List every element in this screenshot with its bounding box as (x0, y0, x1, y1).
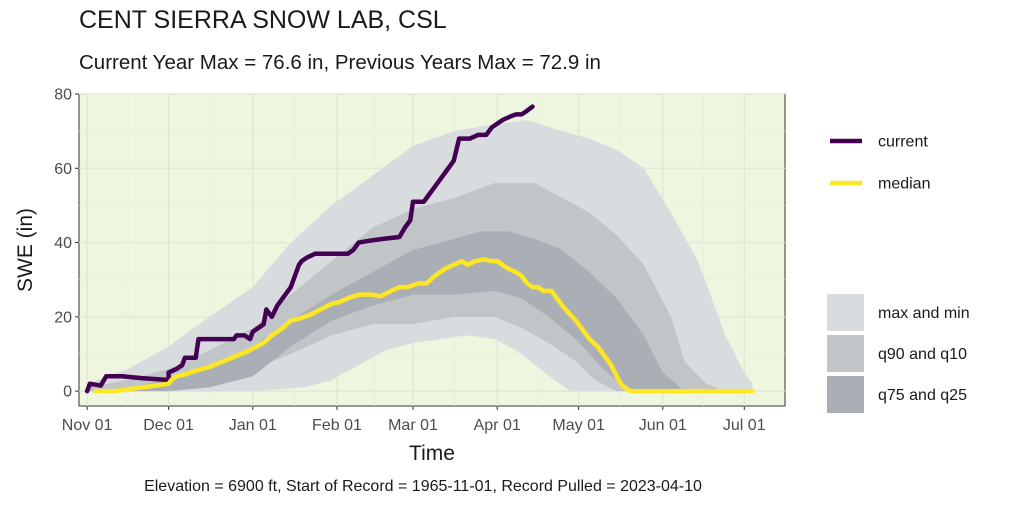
legend-label-current: current (878, 134, 928, 151)
legend-label-median: median (878, 176, 930, 193)
x-tick-label: Dec 01 (143, 417, 194, 434)
legend-swatch-q90-and-q10 (827, 335, 864, 372)
legend-swatch-q75-and-q25 (827, 376, 864, 413)
axis-ticks: 0 20 40 60 80 Nov 01 Dec 01 Jan 01 Feb 01 Mar 01 A… (54, 87, 766, 435)
y-tick-label: 0 (63, 384, 72, 401)
x-tick-label: May 01 (552, 417, 605, 434)
x-axis-title: Time (409, 442, 455, 465)
legend-label-max-and-min: max and min (878, 305, 970, 322)
legend-swatch-max-and-min (827, 294, 864, 331)
x-tick-label: Feb 01 (312, 417, 362, 434)
y-axis-title: SWE (in) (14, 208, 37, 292)
chart-caption: Elevation = 6900 ft, Start of Record = 1… (144, 478, 702, 495)
series-lines (84, 104, 755, 394)
x-tick-label: Nov 01 (62, 417, 113, 434)
x-tick-label: Jan 01 (229, 417, 277, 434)
x-tick-label: Apr 01 (474, 417, 521, 434)
y-tick-label: 80 (54, 87, 72, 104)
y-tick-label: 40 (54, 235, 72, 252)
legend-label-q75-and-q25: q75 and q25 (878, 387, 967, 404)
y-tick-label: 20 (54, 309, 72, 326)
x-tick-label: Jun 01 (639, 417, 687, 434)
chart-subtitle: Current Year Max = 76.6 in, Previous Yea… (79, 51, 601, 74)
y-tick-label: 60 (54, 161, 72, 178)
legend: current median max and min q90 and q10 q75 a… (827, 134, 970, 413)
band-q75-and-q25 (87, 231, 685, 392)
x-tick-label: Jul 01 (723, 417, 766, 434)
series-line-median (93, 257, 755, 394)
x-tick-label: Mar 01 (388, 417, 438, 434)
chart-title: CENT SIERRA SNOW LAB, CSL (79, 6, 447, 34)
legend-label-q90-and-q10: q90 and q10 (878, 346, 967, 363)
series-line-current (84, 104, 535, 394)
